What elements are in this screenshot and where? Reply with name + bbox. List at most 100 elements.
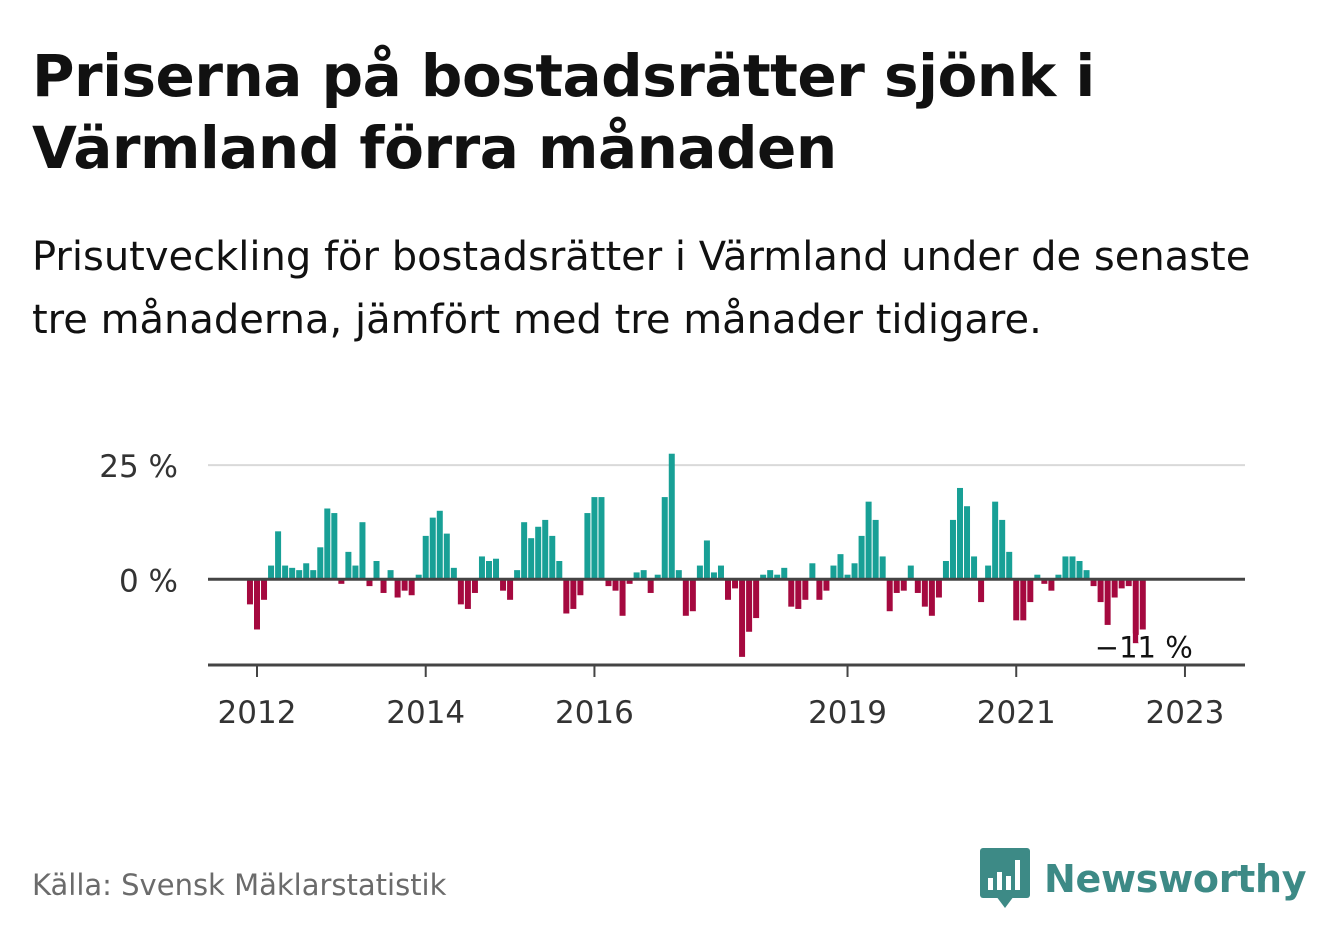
bar: [535, 526, 542, 580]
bar: [626, 579, 633, 584]
bar: [387, 570, 394, 580]
bar: [380, 579, 387, 593]
bar: [1062, 556, 1069, 580]
bar: [788, 579, 795, 607]
bar: [345, 551, 352, 580]
x-tick-label: 2014: [386, 695, 465, 731]
source-note: Källa: Svensk Mäklarstatistik: [32, 868, 447, 902]
bar: [373, 561, 380, 580]
newsworthy-logo[interactable]: Newsworthy: [980, 848, 1307, 910]
bar: [366, 579, 373, 587]
bar: [415, 574, 422, 580]
bar: [1020, 579, 1027, 621]
bar: [507, 579, 514, 600]
bar: [1076, 561, 1083, 580]
bar: [957, 487, 963, 580]
bar: [999, 519, 1006, 580]
bar: [598, 497, 605, 580]
bar: [837, 554, 844, 580]
x-tick-label: 2016: [555, 695, 634, 731]
bar: [514, 570, 521, 580]
bar: [781, 567, 788, 580]
brand-name: Newsworthy: [1044, 857, 1307, 901]
bar: [682, 579, 689, 616]
bar: [1125, 579, 1132, 587]
bar: [1097, 579, 1104, 603]
bar: [352, 565, 359, 580]
bar: [549, 535, 556, 580]
bar: [879, 556, 886, 580]
bar: [542, 519, 549, 580]
bar: [647, 579, 654, 593]
bar: [703, 540, 710, 580]
y-tick-label: 0 %: [119, 563, 178, 599]
bar: [394, 579, 401, 598]
bar: [268, 565, 275, 580]
bar: [401, 579, 408, 591]
bar: [1069, 556, 1076, 580]
bar: [436, 510, 443, 580]
bar: [1083, 570, 1090, 580]
bar: [1139, 579, 1146, 630]
bar: [570, 579, 577, 609]
bar: [1034, 574, 1041, 580]
bar: [1118, 579, 1125, 589]
bar: [500, 579, 507, 591]
bar: [872, 519, 879, 580]
bar: [1104, 579, 1111, 625]
bar: [619, 579, 626, 616]
bar: [443, 533, 450, 580]
bar: [978, 579, 985, 603]
bar: [612, 579, 619, 591]
bar: [942, 561, 949, 580]
bar: [528, 538, 535, 580]
bar: [858, 535, 865, 580]
bar: [921, 579, 928, 607]
bar: [816, 579, 823, 600]
bar: [717, 565, 724, 580]
bar: [275, 531, 282, 580]
bar: [246, 579, 253, 605]
bar: [1006, 551, 1013, 580]
bar-chart-speech-bubble-icon: [980, 848, 1030, 908]
bar: [310, 570, 317, 580]
bar: [739, 579, 746, 657]
y-tick-label: 25 %: [99, 449, 178, 485]
bar: [900, 579, 907, 591]
bar: [261, 579, 268, 600]
bar: [935, 579, 942, 598]
bar: [914, 579, 921, 593]
bar: [992, 501, 999, 580]
bar: [556, 561, 563, 580]
x-tick-label: 2023: [1146, 695, 1225, 731]
bar: [725, 579, 732, 600]
bar: [928, 579, 935, 616]
bar: [422, 535, 429, 580]
bar: [1013, 579, 1020, 621]
bar: [338, 579, 345, 584]
bar: [296, 570, 303, 580]
bar: [985, 565, 992, 580]
bar: [359, 522, 366, 580]
bar: [844, 574, 851, 580]
bar: [710, 572, 717, 580]
bar: [964, 506, 971, 580]
bar: [1055, 574, 1062, 580]
bar: [696, 565, 703, 580]
bar: [563, 579, 570, 614]
bar: [1132, 579, 1139, 644]
bar: [795, 579, 802, 609]
bar: [732, 579, 739, 589]
bar: [493, 558, 500, 580]
bar: [774, 574, 781, 580]
bar: [584, 513, 591, 580]
bar: [485, 561, 492, 580]
bar: [457, 579, 464, 605]
bar: [254, 579, 260, 630]
bar: [633, 572, 640, 580]
chart-title: Priserna på bostadsrätter sjönk i Värmla…: [32, 42, 1095, 182]
bar: [1027, 579, 1034, 603]
x-tick-label: 2019: [808, 695, 887, 731]
chart-subtitle: Prisutveckling för bostadsrätter i Värml…: [32, 234, 1251, 343]
last-value-label: −11 %: [1095, 630, 1193, 664]
